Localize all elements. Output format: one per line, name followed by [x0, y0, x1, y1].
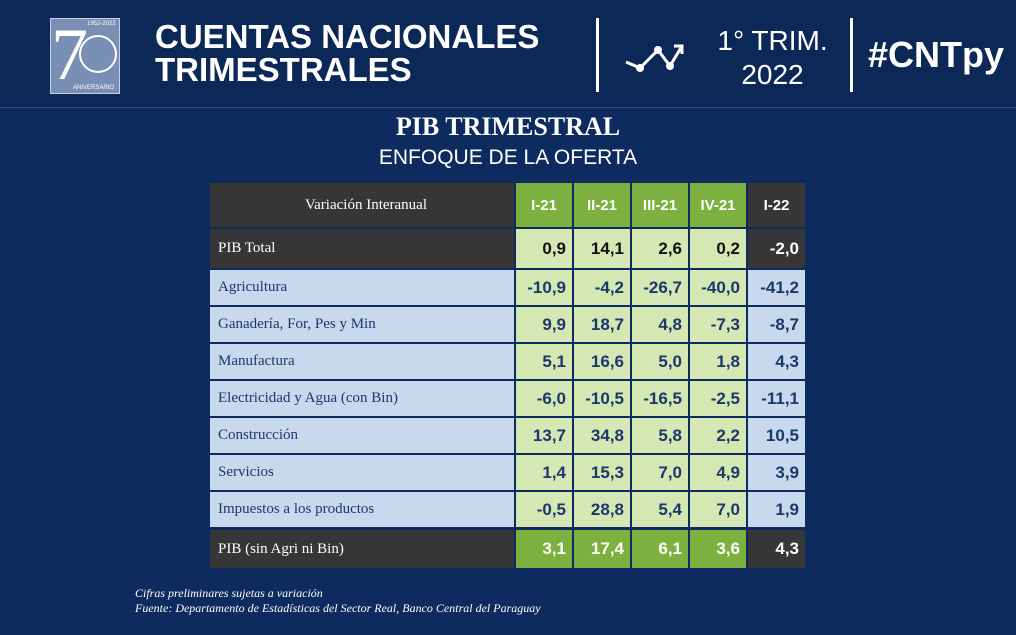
title: PIB TRIMESTRAL [395, 112, 621, 141]
row-label: Impuestos a los productos [210, 492, 514, 527]
value-cell: 15,3 [574, 455, 630, 490]
logo-seal [79, 35, 117, 73]
row-label: Agricultura [210, 270, 514, 305]
header-title: CUENTAS NACIONALES TRIMESTRALES [155, 20, 539, 86]
value-cell: 10,5 [748, 418, 805, 453]
value-cell: 1,9 [748, 492, 805, 527]
value-cell: 2,6 [632, 229, 688, 268]
row-label: Servicios [210, 455, 514, 490]
value-cell: 2,2 [690, 418, 746, 453]
divider [850, 18, 853, 92]
value-cell: 5,0 [632, 344, 688, 379]
value-cell: 3,6 [690, 530, 746, 568]
title-line: TRIMESTRALES [155, 51, 412, 88]
value-cell: 3,9 [748, 455, 805, 490]
period: 1° TRIM. 2022 [700, 24, 845, 92]
column-header: IV-21 [690, 183, 746, 227]
value-cell: -16,5 [632, 381, 688, 416]
value-cell: 28,8 [574, 492, 630, 527]
logo-years: 1952-2022 [87, 21, 116, 27]
row-label: PIB (sin Agri ni Bin) [210, 530, 514, 568]
value-cell: -10,5 [574, 381, 630, 416]
value-cell: -8,7 [748, 307, 805, 342]
value-cell: 17,4 [574, 530, 630, 568]
subtitle: ENFOQUE DE LA OFERTA [378, 146, 638, 169]
value-cell: 4,8 [632, 307, 688, 342]
footnotes: Cifras preliminares sujetas a variación … [135, 586, 541, 616]
row-label: Manufactura [210, 344, 514, 379]
column-header: I-22 [748, 183, 805, 227]
value-cell: 5,1 [516, 344, 572, 379]
value-cell: 7,0 [632, 455, 688, 490]
column-header: Variación Interanual [210, 183, 514, 227]
column-header: I-21 [516, 183, 572, 227]
divider [596, 18, 599, 92]
value-cell: -41,2 [748, 270, 805, 305]
value-cell: 4,9 [690, 455, 746, 490]
value-cell: 1,4 [516, 455, 572, 490]
value-cell: 4,3 [748, 530, 805, 568]
value-cell: 7,0 [690, 492, 746, 527]
header: 1952-2022 7 ANIVERSARIO CUENTAS NACIONAL… [0, 0, 1016, 108]
value-cell: 16,6 [574, 344, 630, 379]
value-cell: 9,9 [516, 307, 572, 342]
footnote: Fuente: Departamento de Estadísticas del… [135, 601, 541, 615]
value-cell: 4,3 [748, 344, 805, 379]
row-label: Electricidad y Agua (con Bin) [210, 381, 514, 416]
value-cell: -26,7 [632, 270, 688, 305]
value-cell: -10,9 [516, 270, 572, 305]
value-cell: -2,5 [690, 381, 746, 416]
column-header: II-21 [574, 183, 630, 227]
trend-icon [625, 44, 684, 72]
hashtag: #CNTpy [868, 34, 1005, 75]
value-cell: -7,3 [690, 307, 746, 342]
value-cell: 18,7 [574, 307, 630, 342]
value-cell: 14,1 [574, 229, 630, 268]
value-cell: -6,0 [516, 381, 572, 416]
footnote: Cifras preliminares sujetas a variación [135, 586, 323, 600]
logo-text: ANIVERSARIO [73, 85, 115, 91]
row-label: PIB Total [210, 229, 514, 268]
value-cell: 1,8 [690, 344, 746, 379]
value-cell: 0,9 [516, 229, 572, 268]
row-label: Ganadería, For, Pes y Min [210, 307, 514, 342]
value-cell: -40,0 [690, 270, 746, 305]
column-header: III-21 [632, 183, 688, 227]
title-line: CUENTAS NACIONALES [155, 18, 540, 55]
value-cell: -11,1 [748, 381, 805, 416]
logo: 1952-2022 7 ANIVERSARIO [50, 14, 120, 96]
value-cell: 3,1 [516, 530, 572, 568]
value-cell: -0,5 [516, 492, 572, 527]
value-cell: 13,7 [516, 418, 572, 453]
period-line: 2022 [741, 59, 804, 90]
value-cell: 6,1 [632, 530, 688, 568]
value-cell: 5,8 [632, 418, 688, 453]
value-cell: -2,0 [748, 229, 805, 268]
period-line: 1° TRIM. [717, 25, 828, 56]
value-cell: 5,4 [632, 492, 688, 527]
value-cell: 0,2 [690, 229, 746, 268]
value-cell: 34,8 [574, 418, 630, 453]
value-cell: -4,2 [574, 270, 630, 305]
row-label: Construcción [210, 418, 514, 453]
